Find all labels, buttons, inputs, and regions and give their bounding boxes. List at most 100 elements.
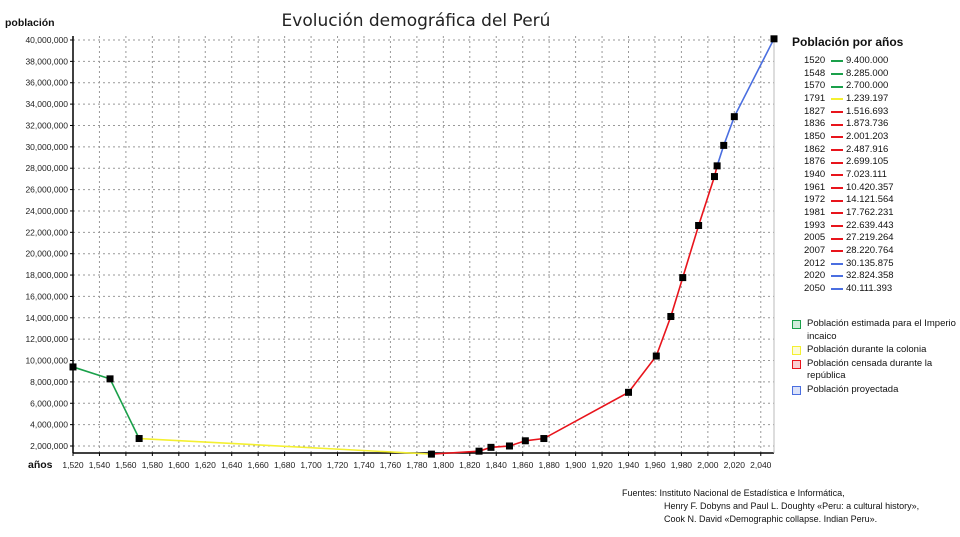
series-lines [72, 38, 775, 455]
legend-swatch [831, 186, 843, 189]
series-line [139, 437, 432, 455]
series-legend: Población estimada para el Imperio incai… [792, 318, 960, 397]
legend-swatch [831, 250, 843, 253]
legend-year: 1827 [804, 105, 826, 117]
x-tick-label: 1,720 [327, 460, 349, 470]
y-tick-label: 24,000,000 [25, 206, 68, 216]
y-tick-label: 32,000,000 [25, 120, 68, 130]
y-tick-label: 10,000,000 [25, 356, 68, 366]
legend-row: 1827 1.516.693 [804, 106, 894, 119]
values-legend: 1520 9.400.000 1548 8.285.000 1570 2.700.000 1… [804, 55, 894, 295]
legend-year: 2007 [804, 244, 826, 256]
data-point [475, 447, 483, 455]
legend-year: 1520 [804, 55, 826, 66]
legend-year: 1862 [804, 143, 826, 155]
y-tick-label: 2,000,000 [30, 441, 68, 451]
data-points [69, 35, 778, 458]
legend-swatch [831, 123, 843, 126]
legend-swatch [831, 199, 843, 202]
legend-row: 2050 40.111.393 [804, 283, 894, 296]
legend-row: 1791 1.239.197 [804, 93, 894, 106]
x-tick-label: 1,940 [618, 460, 640, 470]
data-point [625, 388, 633, 396]
x-tick-label: 2,000 [697, 460, 719, 470]
x-tick-label: 1,740 [353, 460, 375, 470]
x-tick-label: 1,780 [406, 460, 428, 470]
legend-value: 2.001.203 [846, 130, 889, 142]
x-tick-label: 1,980 [671, 460, 693, 470]
legend-swatch [831, 110, 843, 113]
legend-row: 1876 2.699.105 [804, 156, 894, 169]
data-point [106, 375, 114, 383]
series-legend-label: Población durante la colonia [807, 344, 927, 355]
legend-value: 1.516.693 [846, 105, 889, 117]
legend-swatch [831, 288, 843, 291]
legend-value: 27.219.264 [846, 232, 894, 244]
data-point [427, 450, 435, 458]
x-ticks: 1,520 1,540 1,560 1,580 1,600 1,620 1,640 1,660… [62, 453, 772, 470]
series-legend-label: Población estimada para el Imperio incai… [807, 318, 956, 342]
series-swatch [792, 346, 801, 355]
y-axis-label: población [5, 17, 55, 29]
legend-row: 1981 17.762.231 [804, 207, 894, 220]
x-tick-label: 1,680 [274, 460, 296, 470]
legend-swatch [831, 237, 843, 240]
y-tick-label: 18,000,000 [25, 270, 68, 280]
y-tick-label: 16,000,000 [25, 291, 68, 301]
data-point [69, 363, 77, 371]
legend-swatch [831, 224, 843, 227]
legend-swatch [831, 98, 843, 101]
series-legend-label: Población proyectada [807, 383, 899, 395]
y-tick-label: 4,000,000 [30, 420, 68, 430]
sources: Fuentes: Instituto Nacional de Estadísti… [622, 487, 919, 526]
series-legend-item: Población estimada para el Imperio incai… [792, 318, 960, 343]
x-tick-label: 1,560 [115, 460, 137, 470]
legend-year: 1961 [804, 181, 826, 193]
data-point [720, 141, 728, 149]
y-tick-label: 22,000,000 [25, 227, 68, 237]
legend-value: 2.487.916 [846, 143, 889, 155]
data-point [730, 113, 738, 121]
legend-row: 1993 22.639.443 [804, 220, 894, 233]
x-tick-label: 1,860 [512, 460, 534, 470]
x-tick-label: 1,600 [168, 460, 190, 470]
legend-value: 17.762.231 [846, 206, 894, 218]
legend-title: Población por años [792, 35, 904, 49]
legend-row: 2012 30.135.875 [804, 258, 894, 271]
x-tick-label: 1,520 [62, 460, 84, 470]
series-legend-item: Población durante la colonia [792, 344, 960, 357]
y-tick-label: 6,000,000 [30, 398, 68, 408]
legend-year: 1850 [804, 130, 826, 142]
data-point [713, 162, 721, 170]
x-tick-label: 1,620 [195, 460, 217, 470]
series-legend-item: Población censada durante la república [792, 358, 960, 383]
legend-year: 1570 [804, 80, 826, 92]
series-legend-item: Población proyectada [792, 384, 960, 397]
x-tick-label: 1,760 [380, 460, 402, 470]
legend-row: 2007 28.220.764 [804, 245, 894, 258]
legend-swatch [831, 161, 843, 164]
series-swatch [792, 320, 801, 329]
legend-year: 2012 [804, 257, 826, 269]
legend-year: 1791 [804, 92, 826, 104]
data-point [521, 437, 529, 445]
y-tick-label: 38,000,000 [25, 56, 68, 66]
legend-value: 40.111.393 [846, 282, 893, 294]
legend-value: 30.135.875 [846, 257, 894, 269]
x-tick-label: 1,960 [644, 460, 666, 470]
legend-row: 1972 14.121.564 [804, 194, 894, 207]
legend-row: 2005 27.219.264 [804, 232, 894, 245]
x-tick-label: 1,800 [433, 460, 455, 470]
x-tick-label: 2,040 [750, 460, 772, 470]
legend-swatch [831, 148, 843, 151]
legend-row: 1961 10.420.357 [804, 182, 894, 195]
legend-row: 1850 2.001.203 [804, 131, 894, 144]
legend-year: 2050 [804, 282, 826, 294]
x-tick-label: 1,660 [248, 460, 270, 470]
legend-swatch [831, 72, 843, 75]
source-line: Fuentes: Instituto Nacional de Estadísti… [622, 488, 845, 498]
legend-swatch [831, 60, 843, 63]
legend-value: 1.239.197 [846, 92, 889, 104]
y-tick-label: 12,000,000 [25, 334, 68, 344]
legend-row: 1940 7.023.111 [804, 169, 894, 182]
